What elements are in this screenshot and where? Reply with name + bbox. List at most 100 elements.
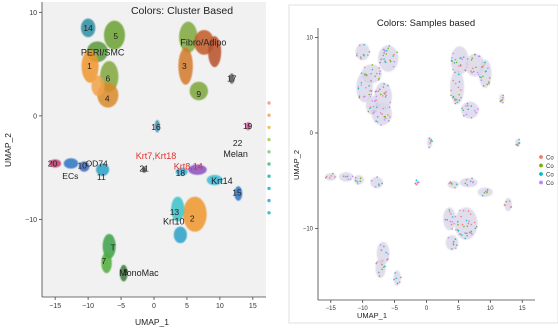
- right-sample-point: [451, 248, 453, 250]
- left-cluster-blob: [81, 49, 99, 83]
- right-sample-point: [461, 223, 464, 226]
- right-sample-point: [368, 85, 370, 87]
- right-sample-point: [372, 105, 375, 108]
- right-sample-point: [428, 137, 431, 140]
- right-sample-point: [481, 194, 484, 197]
- left-x-tick-label: 15: [249, 303, 257, 310]
- right-sample-point: [466, 234, 468, 237]
- right-sample-point: [447, 236, 450, 239]
- right-legend-label: Co: [546, 164, 554, 170]
- right-sample-point: [386, 49, 388, 52]
- left-cluster-cloud: [49, 18, 251, 282]
- cluster-label: 5: [113, 31, 118, 41]
- right-sample-point: [384, 50, 386, 53]
- right-sample-point: [382, 107, 384, 110]
- right-sample-point: [372, 112, 374, 114]
- right-sample-point: [378, 271, 380, 274]
- right-sample-point: [475, 111, 477, 114]
- right-sample-point: [518, 138, 520, 141]
- right-sample-point: [385, 251, 387, 254]
- right-sample-point: [380, 124, 382, 126]
- right-sample-point: [510, 205, 512, 208]
- right-sample-point: [369, 106, 372, 108]
- right-sample-point: [454, 238, 457, 241]
- right-sample-point: [392, 55, 394, 57]
- right-sample-point: [398, 281, 401, 284]
- cluster-label: Krt7,Krt18: [136, 151, 177, 161]
- right-sample-point: [393, 53, 395, 56]
- right-sample-point: [384, 60, 386, 63]
- right-sample-point: [382, 95, 384, 97]
- right-chart: Co Co Co Co −15 −10 −5 0 5 10 15 −10 0 10 Colors: Sa…: [288, 4, 558, 324]
- right-sample-point: [346, 175, 349, 178]
- right-sample-point: [463, 114, 465, 117]
- right-sample-point: [455, 98, 458, 101]
- cluster-label: 9: [196, 89, 201, 99]
- right-sample-point: [380, 249, 383, 251]
- left-cluster-blob: [171, 196, 185, 222]
- left-x-tick-label: −15: [49, 303, 61, 310]
- cluster-label: 3: [182, 61, 187, 71]
- cluster-label: 6: [106, 74, 111, 84]
- right-legend-swatch: [539, 172, 543, 176]
- right-sample-point: [450, 213, 452, 215]
- right-sample-point: [471, 233, 473, 235]
- right-cluster-blob: [353, 174, 364, 185]
- right-sample-point: [365, 86, 367, 89]
- right-sample-point: [454, 247, 457, 249]
- right-sample-point: [460, 96, 462, 99]
- right-sample-point: [369, 107, 371, 110]
- right-sample-point: [459, 209, 461, 212]
- right-sample-point: [455, 228, 457, 231]
- right-sample-point: [502, 94, 505, 97]
- left-cluster-blob: [188, 164, 207, 175]
- right-sample-point: [457, 86, 460, 89]
- right-sample-point: [463, 225, 465, 228]
- left-cluster-blob: [208, 36, 222, 68]
- right-sample-point: [359, 56, 362, 59]
- cluster-label: 11: [97, 172, 106, 182]
- left-cluster-blob: [179, 21, 198, 53]
- right-axis-ticks: −15 −10 −5 0 5 10 15 −10 0 10: [303, 36, 526, 312]
- right-sample-point: [458, 65, 460, 67]
- right-sample-point: [375, 106, 378, 109]
- right-sample-point: [375, 99, 377, 102]
- right-sample-point: [325, 175, 328, 178]
- right-sample-point: [473, 221, 476, 224]
- right-sample-point: [379, 244, 382, 246]
- left-cluster-blob: [229, 73, 235, 84]
- right-sample-point: [472, 181, 474, 184]
- right-sample-point: [460, 89, 462, 91]
- right-x-axis-label: UMAP_1: [357, 311, 387, 320]
- right-sample-point: [368, 51, 371, 53]
- right-sample-point: [454, 215, 457, 218]
- right-sample-point: [476, 71, 479, 74]
- right-sample-point: [381, 268, 383, 271]
- right-sample-point: [379, 93, 382, 96]
- cluster-label: 15: [232, 187, 242, 197]
- right-sample-point: [456, 244, 458, 246]
- right-sample-point: [417, 181, 420, 184]
- right-sample-point: [389, 101, 391, 104]
- right-sample-point: [383, 83, 385, 85]
- right-sample-point: [471, 57, 474, 59]
- right-chart-title: Colors: Samples based: [377, 18, 475, 29]
- right-sample-point: [488, 82, 490, 85]
- right-sample-point: [380, 58, 382, 61]
- right-sample-point: [448, 182, 451, 185]
- left-legend-swatch: [267, 125, 271, 130]
- right-sample-point: [464, 237, 467, 240]
- right-sample-point: [393, 278, 395, 281]
- right-sample-point: [330, 175, 332, 177]
- right-sample-point: [467, 105, 469, 107]
- right-cluster-blob: [443, 207, 456, 231]
- right-sample-point: [374, 75, 376, 78]
- right-sample-point: [508, 200, 511, 202]
- right-sample-point: [457, 220, 459, 223]
- right-sample-point: [499, 100, 502, 103]
- right-x-tick-label: 0: [425, 306, 429, 312]
- right-sample-point: [360, 72, 363, 74]
- right-sample-point: [474, 227, 477, 230]
- right-sample-point: [357, 86, 360, 88]
